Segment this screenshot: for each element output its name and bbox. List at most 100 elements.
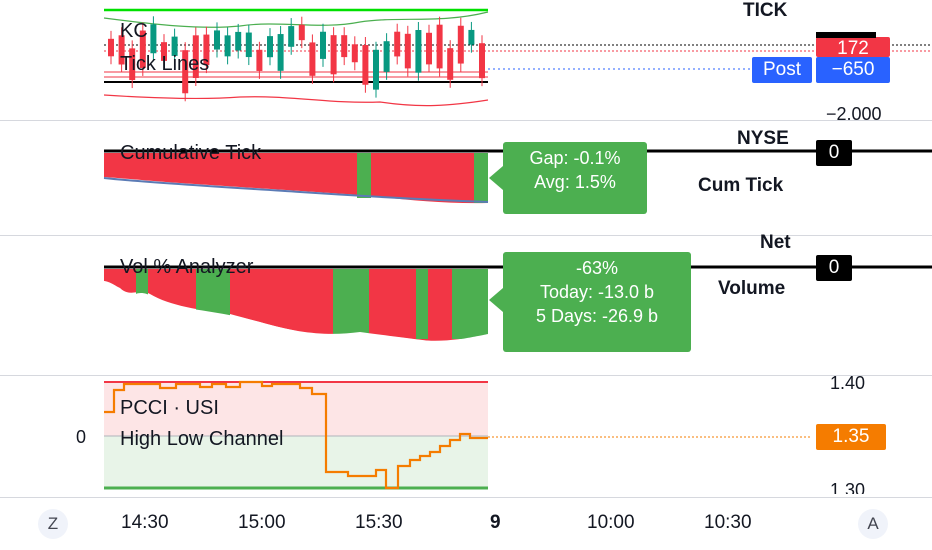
zoom-reset-button[interactable]: Z <box>38 509 68 539</box>
vol-area-green-4 <box>416 269 428 339</box>
tick-candle-body <box>404 33 411 69</box>
tick-candle-body <box>362 44 369 85</box>
cum-right-label-nyse: NYSE <box>737 128 789 149</box>
time-tick-1500: 15:00 <box>238 512 286 533</box>
cum-area-red <box>104 153 488 204</box>
cum-tooltip: Gap: -0.1% Avg: 1.5% <box>503 142 647 214</box>
tick-candle-body <box>288 26 295 47</box>
tick-scale-bottom: −2,000 <box>826 104 882 120</box>
time-tick-1430: 14:30 <box>121 512 169 533</box>
cum-tooltip-avg: Avg: 1.5% <box>534 172 616 192</box>
tick-candle-body <box>245 32 252 58</box>
kc-middle-band <box>103 11 489 28</box>
tick-candle-body <box>192 35 199 78</box>
tick-chart <box>103 8 932 107</box>
tick-candle-body <box>394 31 401 57</box>
tick-candle-body <box>468 29 475 45</box>
vol-tooltip-pct: -63% <box>575 258 619 278</box>
time-tick-1530: 15:30 <box>355 512 403 533</box>
tick-candle-body <box>108 38 114 57</box>
vol-right-label-net: Net <box>760 232 791 253</box>
tick-candle-body <box>203 34 210 66</box>
post-label-tag: Post <box>752 57 812 83</box>
vol-area-mask <box>104 281 488 375</box>
tick-candle-body <box>182 50 189 94</box>
tick-candle-body <box>436 24 443 69</box>
cum-tick-pane[interactable]: Cumulative Tick Gap: -0.1% Avg: 1.5% NYS… <box>0 121 932 235</box>
vol-area-green-5 <box>452 269 488 339</box>
cum-tooltip-gap: Gap: -0.1% <box>529 148 621 168</box>
vol-area-green-3 <box>333 269 369 339</box>
pcc-upper-zone <box>104 382 488 436</box>
vol-tooltip-arrow <box>489 288 503 312</box>
tick-candle-body <box>139 30 146 68</box>
pcc-value-tag: 1.35 <box>816 424 886 450</box>
pane-separator-1[interactable] <box>0 120 932 121</box>
tick-pane[interactable]: KC Tick Lines TICK 172 Post −650 −2,000 <box>0 0 932 120</box>
tick-candle-body <box>298 24 305 41</box>
cum-avg-line <box>103 177 489 203</box>
tick-candle-body <box>373 49 379 90</box>
time-tick-day-9: 9 <box>490 512 501 533</box>
tick-right-label: TICK <box>743 0 788 21</box>
tick-candle-body <box>224 35 231 57</box>
tick-candle-body <box>320 31 326 59</box>
tick-candle-body <box>341 35 348 58</box>
tick-lines-label: Tick Lines <box>120 53 210 75</box>
tick-candle-body <box>479 43 485 79</box>
vol-tooltip: -63% Today: -13.0 b 5 Days: -26.9 b <box>503 252 691 352</box>
tick-candle-body <box>415 30 422 73</box>
pcc-scale-top: 1.40 <box>830 373 866 393</box>
pcc-pane[interactable]: PCCI · USI High Low Channel 0 1.40 1.30 … <box>0 373 932 496</box>
cum-value-tag: 0 <box>816 140 852 166</box>
cum-tooltip-arrow <box>489 166 503 190</box>
pcc-label: PCCI · USI <box>120 397 219 419</box>
tick-candle-body <box>383 41 390 72</box>
pcc-left-value: 0 <box>76 427 87 447</box>
tick-candle-body <box>161 42 167 61</box>
tick-candle-body <box>309 42 316 76</box>
tick-candle-body <box>351 44 358 63</box>
tick-candle-body <box>171 36 178 56</box>
vol-tooltip-today: Today: -13.0 b <box>539 282 655 302</box>
tick-tag-black-cap <box>816 32 876 38</box>
tick-candle-body <box>277 34 284 71</box>
cum-area-green-2 <box>474 153 488 203</box>
pane-separator-3[interactable] <box>0 375 932 376</box>
tick-candle-body <box>267 36 273 58</box>
tick-candle-body <box>129 48 136 81</box>
vol-right-label-volume: Volume <box>718 278 786 299</box>
cum-tick-label: Cumulative Tick <box>120 142 262 164</box>
cum-area-green-1 <box>357 153 371 198</box>
high-low-channel-label: High Low Channel <box>120 428 284 450</box>
time-tick-1030: 10:30 <box>704 512 752 533</box>
tick-candle-body <box>447 48 454 80</box>
cum-right-label-cum-tick: Cum Tick <box>698 175 784 196</box>
pcc-step-line <box>104 380 488 490</box>
auto-scale-button[interactable]: A <box>858 509 888 539</box>
vol-value-tag: 0 <box>816 255 852 281</box>
cum-tick-chart <box>103 149 932 204</box>
time-axis-separator <box>0 497 932 498</box>
post-value-tag: −650 <box>816 57 890 83</box>
tick-candle-body <box>150 24 157 54</box>
tick-candle-body <box>214 30 220 50</box>
tick-candle-body <box>457 25 464 64</box>
kc-lower-band <box>103 94 489 107</box>
tick-candle-body <box>426 32 432 65</box>
pane-separator-2[interactable] <box>0 235 932 236</box>
kc-label: KC <box>120 20 148 42</box>
pcc-lower-zone <box>104 436 488 488</box>
vol-pane[interactable]: Vol % Analyzer -63% Today: -13.0 b 5 Day… <box>0 232 932 375</box>
time-tick-1000: 10:00 <box>587 512 635 533</box>
tick-candle-body <box>256 49 263 71</box>
tick-candle-body <box>235 31 242 51</box>
vol-analyzer-chart <box>104 265 932 375</box>
vol-analyzer-label: Vol % Analyzer <box>120 256 254 278</box>
vol-tooltip-5days: 5 Days: -26.9 b <box>535 306 659 326</box>
pcc-channel-chart <box>104 380 812 490</box>
tick-candle-body <box>118 35 125 65</box>
tick-last-value-tag: 172 <box>816 37 890 57</box>
pcc-scale-bottom: 1.30 <box>830 480 866 494</box>
tick-candle-body <box>330 35 337 75</box>
